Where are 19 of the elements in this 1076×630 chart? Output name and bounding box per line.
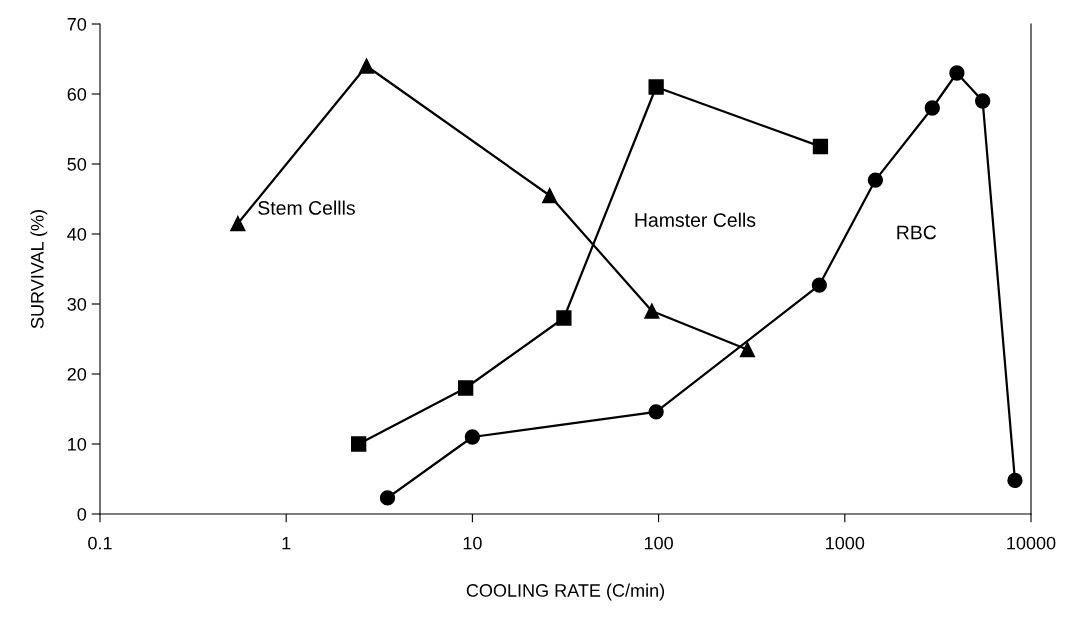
- x-tick-label: 1000: [826, 536, 865, 550]
- x-tick-label: 1: [282, 536, 291, 550]
- y-axis-title: SURVIVAL (%): [30, 210, 48, 329]
- x-tick-label: 10: [463, 536, 482, 550]
- y-tick-label: 60: [67, 87, 87, 101]
- x-tick-label: 10000: [1007, 536, 1056, 550]
- series-label: Hamster Cells: [635, 212, 756, 227]
- y-tick-label: 0: [77, 507, 87, 521]
- series-label: Stem Cellls: [258, 200, 355, 215]
- y-tick-label: 30: [67, 297, 87, 311]
- y-tick-label: 10: [68, 437, 87, 451]
- text: RBC: [897, 225, 937, 240]
- y-tick-label: 70: [67, 17, 87, 31]
- y-tick-label: 40: [67, 227, 87, 241]
- x-axis-title: COOLING RATE (C/min): [466, 583, 665, 601]
- x-tick-label: 0.1: [88, 536, 112, 550]
- y-tick-label: 20: [67, 367, 87, 381]
- x-tick-label: 100: [644, 536, 673, 550]
- y-tick-label: 50: [67, 157, 87, 171]
